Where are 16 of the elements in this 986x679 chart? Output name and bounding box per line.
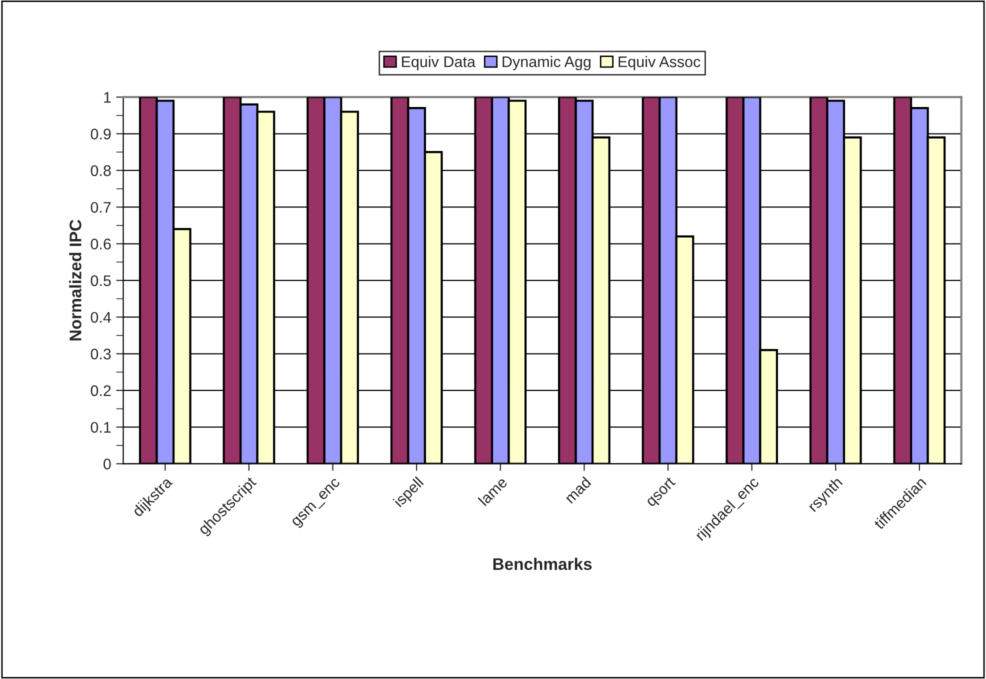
y-tick-label: 0 [104,458,111,470]
legend-label: Equiv Data [402,56,476,70]
y-tick-label: 0.6 [90,238,111,250]
y-axis-title: Normalized IPC [69,220,82,340]
y-tick-label: 0.1 [90,422,111,433]
y-tick-label: 0.5 [90,275,111,286]
y-tick-label: 0.3 [90,348,111,360]
y-tick-label: 0.2 [90,385,111,396]
y-tick-label: 0.7 [90,202,111,213]
legend-label: Dynamic Agg [502,56,590,70]
x-axis-title: Benchmarks [493,558,592,570]
y-tick-label: 0.4 [90,312,111,323]
y-tick-label: 0.9 [90,128,111,140]
y-tick-label: 1 [104,92,111,103]
y-tick-label: 0.8 [90,165,111,176]
legend-label: Equiv Assoc [618,56,700,70]
